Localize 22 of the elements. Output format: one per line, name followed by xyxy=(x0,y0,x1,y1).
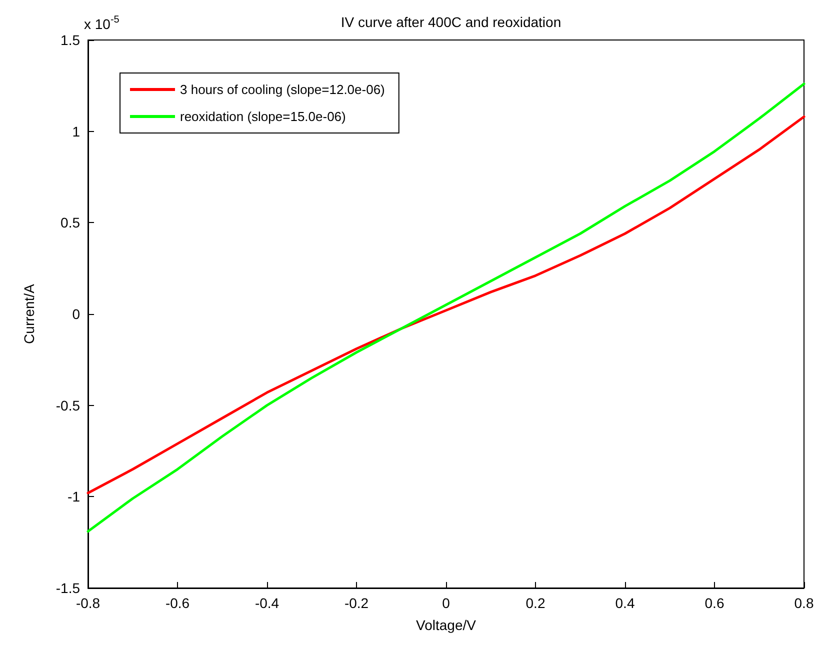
chart-title: IV curve after 400C and reoxidation xyxy=(340,14,562,30)
y-axis-title: Current/A xyxy=(21,283,37,344)
y-tick-label: 0 xyxy=(72,306,80,322)
y-tick-label: 0.5 xyxy=(60,214,80,231)
x-tick-label: 0.8 xyxy=(794,595,814,611)
x-axis-title: Voltage/V xyxy=(416,617,477,633)
y-tick-label: 1 xyxy=(72,123,80,140)
y-tick-label: -0.5 xyxy=(56,397,80,414)
x-tick-label: -0.4 xyxy=(254,595,280,611)
y-tick-label: -1.5 xyxy=(56,580,80,596)
line-series xyxy=(86,82,806,533)
x-tick-label: -0.2 xyxy=(344,595,369,611)
x-tick-label: 0.6 xyxy=(704,595,724,611)
legend-label: 3 hours of cooling (slope=12.0e-06) xyxy=(180,82,385,97)
x-tick-label: 0.4 xyxy=(615,595,635,611)
x-tick-label: 0.2 xyxy=(526,595,546,611)
x-tick-label: -0.8 xyxy=(76,595,100,611)
x-tick-label: 0 xyxy=(442,595,450,611)
legend-label: reoxidation (slope=15.0e-06) xyxy=(180,109,346,124)
y-tick-label: -1 xyxy=(68,488,80,505)
y-tick-label: 1.5 xyxy=(60,32,80,48)
x-tick-label: -0.6 xyxy=(165,595,190,611)
